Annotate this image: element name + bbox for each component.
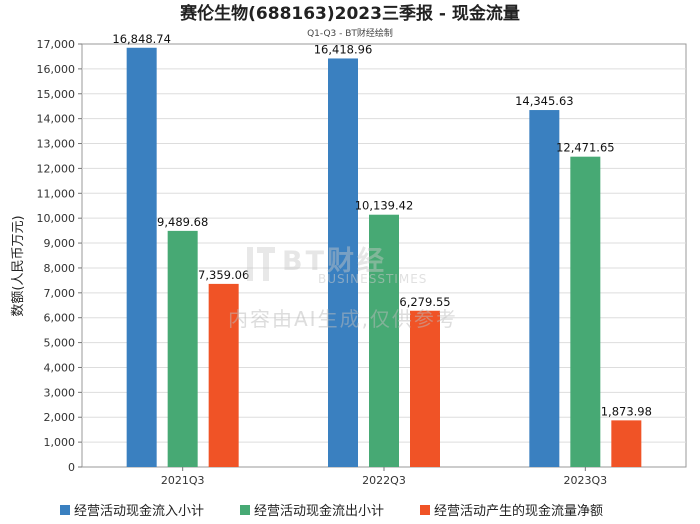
- bar-2023Q3-s3: [611, 420, 642, 467]
- y-tick-label: 9,000: [44, 237, 76, 250]
- y-tick-label: 7,000: [44, 287, 76, 300]
- y-tick-label: 13,000: [37, 138, 76, 151]
- y-tick-label: 1,000: [44, 436, 76, 449]
- legend-label-2: 经营活动现金流出小计: [254, 503, 384, 519]
- x-tick-label: 2022Q3: [362, 474, 406, 487]
- bar-2021Q3-s1: [126, 47, 157, 468]
- bar-2023Q3-s2: [570, 156, 601, 467]
- y-tick-label: 2,000: [44, 411, 76, 424]
- legend: 经营活动现金流入小计 经营活动现金流出小计 经营活动产生的现金流量净额: [60, 503, 603, 519]
- bar-2023Q3-s1: [529, 110, 560, 468]
- data-label: 1,873.98: [601, 404, 652, 418]
- x-tick-label: 2021Q3: [161, 474, 205, 487]
- y-tick-label: 12,000: [37, 162, 76, 175]
- y-tick-label: 6,000: [44, 312, 76, 325]
- y-tick-label: 16,000: [37, 63, 76, 76]
- legend-swatch-3: [420, 505, 430, 515]
- legend-swatch-2: [240, 505, 250, 515]
- y-tick-label: 17,000: [37, 38, 76, 51]
- data-label: 7,359.06: [198, 268, 249, 282]
- legend-swatch-1: [60, 505, 70, 515]
- watermark-logo: BT财经: [282, 245, 387, 277]
- y-tick-label: 0: [68, 461, 75, 474]
- bars-layer: 16,848.74 9,489.68 7,359.06 16,418.96 10,139…: [112, 32, 652, 468]
- x-tick-label: 2023Q3: [564, 474, 608, 487]
- data-label: 12,471.65: [556, 141, 615, 155]
- data-label: 6,279.55: [399, 295, 450, 309]
- data-label: 10,139.42: [355, 199, 414, 213]
- legend-label-1: 经营活动现金流入小计: [74, 503, 204, 519]
- y-tick-label: 5,000: [44, 337, 76, 350]
- y-tick-label: 11,000: [37, 187, 76, 200]
- bar-2022Q3-s3: [410, 310, 440, 467]
- chart-subtitle: Q1-Q3 - BT财经绘制: [307, 27, 393, 39]
- bar-2021Q3-s3: [208, 283, 239, 467]
- bar-2021Q3-s2: [167, 230, 198, 467]
- data-label: 14,345.63: [515, 94, 574, 108]
- y-tick-label: 3,000: [44, 386, 76, 399]
- y-tick-label: 8,000: [44, 262, 76, 275]
- y-tick-label: 4,000: [44, 361, 76, 374]
- y-axis-label: 数额(人民币万元): [11, 215, 26, 316]
- watermark-tagline: BUSINESSTIMES: [318, 272, 427, 286]
- watermark-notice: 内容由AI生成,仅供参考: [228, 307, 458, 331]
- data-label: 16,418.96: [314, 42, 373, 56]
- watermark: BT财经 BUSINESSTIMES 内容由AI生成,仅供参考: [228, 245, 458, 331]
- legend-label-3: 经营活动产生的现金流量净额: [434, 503, 603, 519]
- bar-2022Q3-s1: [328, 58, 358, 467]
- y-tick-label: 10,000: [37, 212, 76, 225]
- watermark-logo-icon: [247, 247, 275, 281]
- data-label: 16,848.74: [112, 32, 171, 46]
- y-tick-label: 14,000: [37, 113, 76, 126]
- axes-layer: 0 1,000 2,000 3,000 4,000 5,000 6,000 7,000 8,00…: [37, 38, 608, 487]
- bar-2022Q3-s2: [369, 214, 399, 467]
- data-label: 9,489.68: [157, 215, 208, 229]
- chart-title: 赛伦生物(688163)2023三季报 - 现金流量: [179, 3, 520, 24]
- y-tick-label: 15,000: [37, 88, 76, 101]
